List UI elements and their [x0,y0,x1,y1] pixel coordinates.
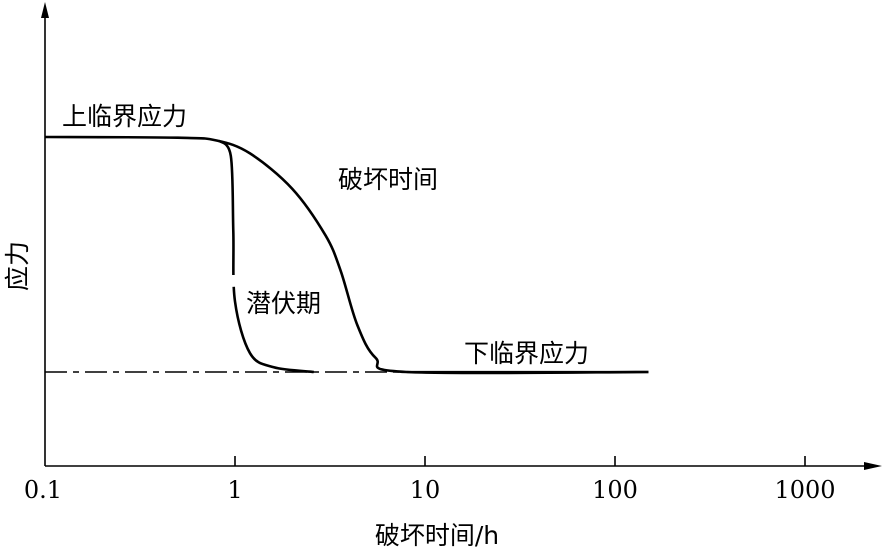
x-tick-label: 100 [592,476,638,504]
x-axis [45,462,882,470]
lower-critical-label: 下临界应力 [464,339,589,368]
y-axis-label: 应力 [3,241,32,291]
x-tick-label: 0.1 [24,476,62,504]
failure-time-curve [44,135,649,375]
x-axis-arrow [864,462,882,470]
x-ticks: 0.1 1 10 100 1000 [24,456,836,504]
upper-critical-label: 上临界应力 [62,102,187,131]
x-tick-label: 1000 [774,476,835,504]
incubation-label: 潜伏期 [246,289,321,318]
x-tick-label: 1 [227,476,242,504]
x-axis-label: 破坏时间/h [375,521,499,550]
failure-time-label: 破坏时间 [338,165,438,194]
x-tick-label: 10 [410,476,441,504]
y-axis [41,2,49,466]
incubation-curve [217,139,314,374]
y-axis-arrow [41,2,49,18]
